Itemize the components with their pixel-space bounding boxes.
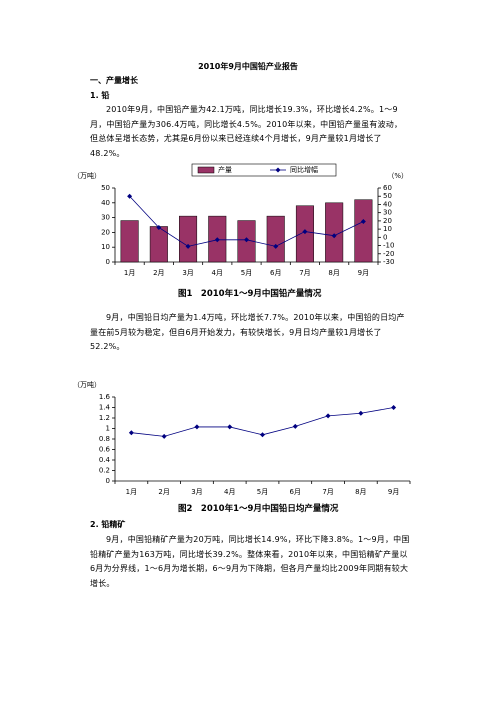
x-tick-label: 3月 <box>191 488 202 496</box>
y2-tick-label: 60 <box>383 184 392 192</box>
legend-marker <box>275 167 281 173</box>
caption: 图2 2010年1～9月中国铅日均产量情况 <box>178 504 339 514</box>
y-tick-label: 0.2 <box>99 467 110 475</box>
x-tick-label: 8月 <box>355 488 366 496</box>
y2-tick-label: 30 <box>383 209 392 217</box>
marker <box>325 413 331 419</box>
x-tick-label: 4月 <box>212 269 223 277</box>
line <box>131 407 394 437</box>
marker <box>194 424 200 430</box>
marker <box>156 224 162 230</box>
y-tick-label: 0 <box>106 477 110 485</box>
marker <box>185 243 191 249</box>
paragraph: 2010年9月，中国铅产量为42.1万吨，同比增长19.3%，环比增长4.2%。… <box>90 105 403 159</box>
y-tick-label: 40 <box>101 199 110 207</box>
marker <box>214 237 220 243</box>
bar <box>179 215 198 263</box>
bar <box>354 199 373 263</box>
marker <box>161 433 167 439</box>
y-axis-label: （万吨） <box>73 380 101 389</box>
marker <box>292 423 298 429</box>
y-tick-label: 50 <box>101 184 110 192</box>
legend-swatch <box>197 166 215 174</box>
y-tick-label: 1 <box>106 425 110 433</box>
y2-tick-label: 40 <box>383 200 392 208</box>
bar <box>266 215 285 263</box>
section-heading: 一、产量增长 <box>90 76 138 85</box>
x-tick-label: 5月 <box>257 488 268 496</box>
y-tick-label: 0.6 <box>99 446 111 454</box>
y2-tick-label: -10 <box>383 242 394 250</box>
y2-tick-label: -30 <box>383 258 394 266</box>
x-tick-label: 4月 <box>224 488 235 496</box>
legend-label: 产量 <box>218 165 232 174</box>
caption: 图1 2010年1～9月中国铅产量情况 <box>178 289 322 299</box>
paragraph: 9月，中国铅日均产量为1.4万吨，环比增长7.7%。2010年以来，中国铅的日均… <box>90 313 405 352</box>
x-tick-label: 1月 <box>124 269 135 277</box>
marker <box>260 432 265 438</box>
x-tick-label: 5月 <box>241 269 252 277</box>
bar <box>325 202 344 263</box>
y2-tick-label: 50 <box>383 192 392 200</box>
y-axis-label: （万吨） <box>73 171 101 180</box>
y-tick-label: 10 <box>101 243 110 251</box>
y2-tick-label: -20 <box>383 250 394 258</box>
sub-heading: 1. 铅 <box>90 91 110 100</box>
y2-tick-label: 0 <box>383 233 387 241</box>
y-tick-label: 0.8 <box>99 435 110 443</box>
x-tick-label: 6月 <box>270 269 281 277</box>
doc-title: 2010年9月中国铅产业报告 <box>198 62 298 71</box>
legend-label: 同比增幅 <box>290 165 318 174</box>
legend-box <box>191 163 337 177</box>
marker <box>127 193 133 199</box>
marker <box>128 430 134 436</box>
y-tick-label: 0.4 <box>99 456 111 464</box>
y-tick-label: 20 <box>101 228 110 236</box>
x-tick-label: 9月 <box>388 488 399 496</box>
y-tick-label: 1.6 <box>99 393 111 401</box>
chart: 0 0.2 0.4 0.6 0.8 1 1.2 1.4 1.6 1月 2月 3月 4月 5月 6月 7月 8月 9… <box>73 380 411 496</box>
sub-heading: 2. 铅精矿 <box>90 520 126 529</box>
x-tick-label: 3月 <box>182 269 193 277</box>
y2-tick-label: 20 <box>383 217 392 225</box>
y-tick-label: 30 <box>101 214 110 222</box>
marker <box>358 410 364 416</box>
x-tick-label: 8月 <box>328 269 339 277</box>
marker <box>244 237 249 243</box>
x-tick-label: 1月 <box>126 488 137 496</box>
y-tick-label: 0 <box>106 258 110 266</box>
x-tick-label: 7月 <box>299 269 310 277</box>
bar <box>120 220 139 263</box>
y-tick-label: 1.4 <box>99 404 111 412</box>
marker <box>227 424 233 430</box>
x-tick-label: 6月 <box>290 488 301 496</box>
y2-axis-label: （%） <box>387 172 408 180</box>
paragraph: 9月，中国铅精矿产量为20万吨，同比增长14.9%，环比下降3.8%。1～9月，… <box>90 535 410 589</box>
marker <box>331 233 337 239</box>
marker <box>391 405 397 410</box>
marker <box>360 218 366 224</box>
x-tick-label: 2月 <box>153 269 164 277</box>
x-tick-label: 2月 <box>158 488 169 496</box>
marker <box>302 229 308 235</box>
x-tick-label: 9月 <box>358 269 369 277</box>
marker <box>273 243 279 249</box>
y2-tick-label: 10 <box>383 225 392 233</box>
y-tick-label: 1.2 <box>99 414 110 422</box>
x-tick-label: 7月 <box>322 488 333 496</box>
